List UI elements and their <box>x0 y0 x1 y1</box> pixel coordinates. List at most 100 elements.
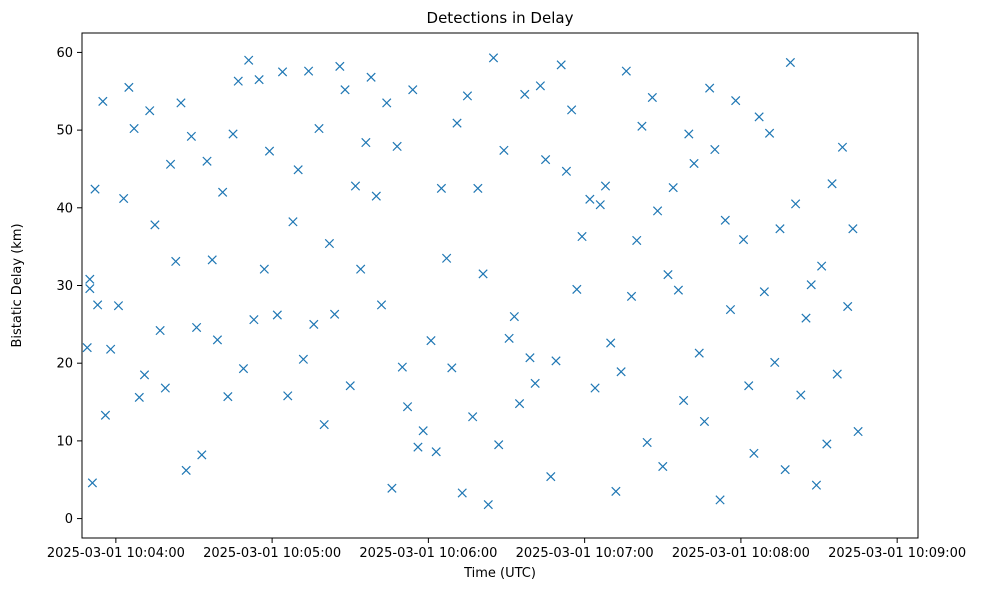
data-point <box>150 220 160 230</box>
data-point <box>462 91 473 101</box>
data-point <box>82 343 92 353</box>
data-point <box>525 353 535 363</box>
x-tick-label: 2025-03-01 10:08:00 <box>672 546 810 561</box>
data-point <box>843 301 853 312</box>
data-point <box>590 383 600 393</box>
data-point <box>228 129 238 139</box>
data-point <box>431 447 441 457</box>
data-point <box>785 57 796 68</box>
data-point <box>606 338 616 348</box>
data-point <box>85 274 95 284</box>
data-point <box>387 483 397 493</box>
data-point <box>356 264 366 274</box>
x-tick-label: 2025-03-01 10:06:00 <box>359 546 497 561</box>
data-point <box>288 217 298 227</box>
data-point <box>106 344 116 354</box>
data-point <box>827 179 837 189</box>
data-point <box>699 416 710 427</box>
data-point <box>408 85 418 95</box>
data-point <box>335 61 345 72</box>
x-axis-label: Time (UTC) <box>463 566 536 581</box>
data-point <box>731 95 741 106</box>
data-point <box>561 166 572 176</box>
data-point <box>457 488 467 498</box>
y-tick-label: 10 <box>56 434 73 449</box>
data-point <box>668 182 678 193</box>
data-point <box>468 412 478 422</box>
data-point <box>303 66 314 76</box>
data-point <box>441 253 452 263</box>
data-point <box>264 146 275 156</box>
data-point <box>124 82 134 93</box>
data-point <box>585 194 595 204</box>
data-point <box>145 106 155 116</box>
data-point <box>710 144 720 155</box>
data-point <box>413 442 423 452</box>
data-point <box>259 264 269 274</box>
x-tick-label: 2025-03-01 10:07:00 <box>516 546 654 561</box>
data-point <box>572 284 582 295</box>
x-tick-label: 2025-03-01 10:09:00 <box>828 546 966 561</box>
data-point <box>436 183 447 194</box>
data-point <box>483 499 493 510</box>
data-point <box>93 300 103 310</box>
data-point <box>600 181 611 191</box>
data-point <box>113 301 124 311</box>
y-tick-label: 60 <box>56 46 73 61</box>
y-axis-label: Bistatic Delay (km) <box>10 223 25 347</box>
data-point <box>663 269 673 280</box>
data-point <box>811 480 822 490</box>
data-point <box>283 391 293 401</box>
data-point <box>801 313 811 323</box>
data-point <box>402 402 413 412</box>
data-point <box>546 471 556 482</box>
data-point <box>837 142 848 152</box>
data-point <box>764 128 775 138</box>
data-point <box>749 448 759 458</box>
data-point <box>329 309 340 319</box>
data-point <box>715 495 725 505</box>
data-point <box>319 419 329 430</box>
data-point <box>207 255 217 265</box>
data-point <box>165 159 176 169</box>
data-point <box>566 105 577 115</box>
x-axis-ticks: 2025-03-01 10:04:00 2025-03-01 10:05:00 20… <box>47 538 966 561</box>
data-point <box>366 72 376 82</box>
data-point <box>595 200 605 210</box>
data-point <box>382 98 392 108</box>
data-point <box>191 322 202 333</box>
data-point <box>100 410 111 420</box>
data-point <box>832 369 842 379</box>
data-point <box>637 121 647 131</box>
data-point <box>233 76 243 86</box>
data-point <box>725 304 736 315</box>
data-point <box>85 283 95 294</box>
data-point <box>293 165 303 175</box>
data-point <box>202 156 212 166</box>
data-point <box>478 269 488 279</box>
data-point <box>139 370 150 380</box>
data-point <box>371 191 381 201</box>
data-point <box>314 123 324 134</box>
data-point <box>488 53 499 63</box>
data-point <box>577 231 587 242</box>
data-point <box>473 183 483 194</box>
data-point <box>514 398 525 409</box>
data-point <box>176 98 186 108</box>
data-point <box>499 145 509 155</box>
data-point <box>277 67 288 77</box>
data-point <box>350 181 361 191</box>
data-point <box>186 131 197 141</box>
data-point <box>822 439 832 449</box>
data-point <box>684 129 694 139</box>
data-point <box>806 280 816 290</box>
data-point <box>647 92 657 103</box>
data-point <box>171 256 181 267</box>
x-tick-label: 2025-03-01 10:05:00 <box>203 546 341 561</box>
data-point <box>181 465 191 476</box>
data-point <box>397 362 407 372</box>
data-point <box>160 383 170 393</box>
data-point <box>530 378 540 389</box>
data-point <box>418 426 428 436</box>
